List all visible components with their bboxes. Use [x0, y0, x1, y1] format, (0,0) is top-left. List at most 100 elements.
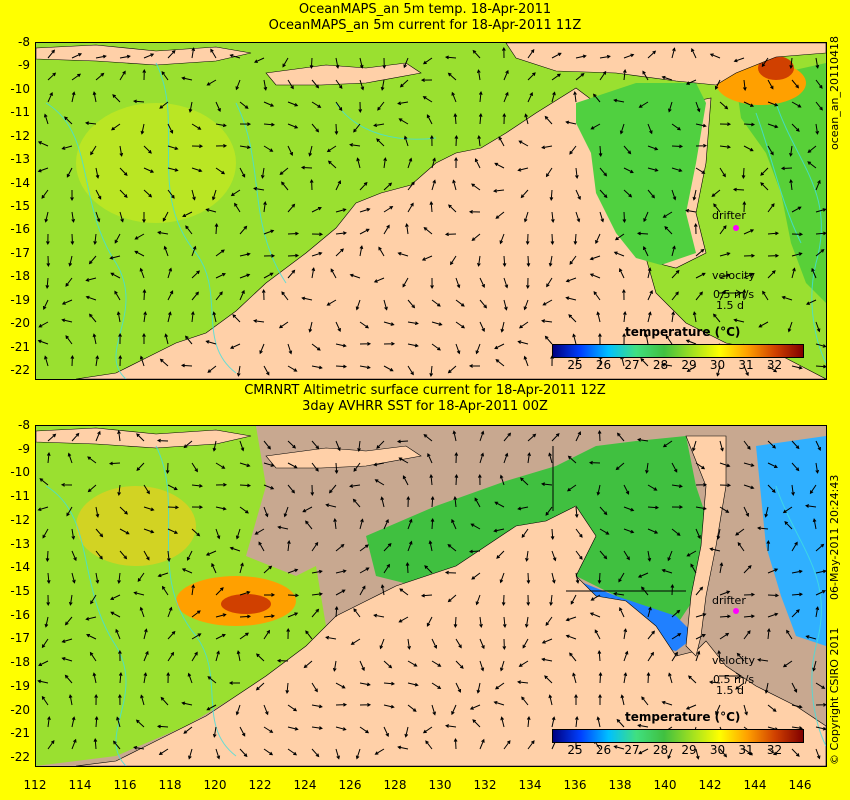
colorbar-tick-label: 31: [738, 743, 754, 757]
top-current-arrows: [37, 46, 826, 377]
current-vector: [574, 716, 579, 728]
current-vector: [167, 651, 175, 662]
current-vector: [402, 277, 409, 288]
current-vector: [742, 200, 747, 213]
current-vector: [596, 716, 601, 728]
current-vector: [332, 660, 337, 672]
current-vector: [66, 506, 73, 517]
y-tick-label: -18: [10, 655, 30, 670]
current-vector: [305, 520, 313, 530]
current-vector: [166, 671, 171, 684]
current-vector: [593, 291, 601, 301]
current-vector: [191, 270, 200, 279]
colorbar-tick-label: 30: [709, 358, 726, 372]
current-vector: [277, 525, 289, 530]
current-vector: [311, 365, 323, 370]
current-vector: [167, 267, 173, 279]
current-vector: [215, 587, 224, 596]
current-vector: [719, 590, 731, 596]
current-vector: [686, 550, 697, 557]
current-vector: [133, 591, 145, 596]
current-vector: [471, 572, 481, 580]
y-tick-label: -18: [10, 269, 30, 284]
current-vector: [383, 182, 393, 191]
current-vector: [230, 189, 241, 197]
current-vector: [215, 291, 223, 301]
current-vector: [452, 430, 457, 442]
current-vector: [735, 528, 745, 536]
current-vector: [598, 145, 603, 158]
current-vector: [335, 79, 343, 90]
current-vector: [541, 319, 553, 323]
current-vector: [575, 54, 587, 59]
current-vector: [812, 660, 817, 672]
current-vector: [670, 583, 675, 596]
current-vector: [41, 695, 49, 706]
current-vector: [191, 291, 199, 301]
current-vector: [205, 550, 217, 556]
current-vector: [550, 211, 555, 223]
current-vector: [671, 167, 683, 173]
x-tick-label: 136: [563, 778, 587, 792]
current-vector: [133, 745, 145, 750]
current-vector: [622, 311, 627, 323]
current-vector: [239, 590, 251, 596]
bottom-land-lesser-sunda: [36, 427, 252, 449]
current-vector: [403, 57, 409, 69]
current-vector: [743, 79, 747, 91]
current-vector: [671, 484, 683, 488]
x-tick-label: 142: [698, 778, 722, 792]
current-vector: [517, 340, 529, 345]
current-vector: [185, 225, 193, 235]
copyright-label: © Copyright CSIRO 2011: [828, 627, 841, 765]
current-vector: [453, 616, 458, 629]
current-vector: [167, 311, 172, 323]
current-vector: [263, 122, 276, 127]
current-vector: [789, 57, 794, 69]
bottom-land-australia: [75, 505, 826, 766]
current-vector: [671, 245, 676, 257]
current-vector: [426, 114, 433, 125]
current-vector: [287, 484, 296, 494]
current-vector: [647, 505, 660, 510]
current-vector: [407, 540, 413, 552]
current-vector: [590, 594, 601, 601]
current-vector: [382, 57, 387, 70]
current-vector: [695, 143, 708, 148]
current-vector: [455, 660, 464, 669]
current-vector: [287, 253, 300, 258]
current-vector: [525, 550, 529, 562]
current-vector: [95, 211, 101, 223]
y-tick-label: -13: [10, 152, 30, 167]
current-vector: [760, 182, 769, 191]
current-vector: [743, 614, 755, 619]
current-vector: [743, 484, 755, 490]
current-vector: [191, 245, 197, 257]
current-vector: [647, 189, 656, 199]
current-vector: [594, 629, 601, 640]
current-vector: [335, 101, 343, 112]
current-vector: [760, 167, 769, 176]
current-vector: [526, 716, 531, 728]
current-vector: [614, 233, 625, 241]
current-vector: [311, 232, 324, 237]
current-vector: [767, 593, 780, 598]
current-vector: [431, 343, 441, 351]
current-vector: [303, 660, 313, 669]
bottom-map-panel: [35, 425, 827, 767]
current-vector: [494, 501, 505, 508]
current-vector: [89, 651, 97, 662]
current-vector: [431, 682, 442, 690]
current-vector: [335, 726, 347, 731]
current-vector: [451, 518, 457, 530]
current-vector: [87, 484, 97, 493]
current-vector: [780, 166, 793, 171]
current-vector: [359, 585, 366, 596]
current-vector: [61, 318, 73, 323]
top-warm-patch-west: [76, 103, 236, 223]
current-vector: [525, 277, 530, 290]
current-vector: [311, 79, 320, 89]
current-vector: [407, 321, 419, 326]
current-vector: [791, 592, 804, 597]
current-vector: [239, 506, 249, 514]
